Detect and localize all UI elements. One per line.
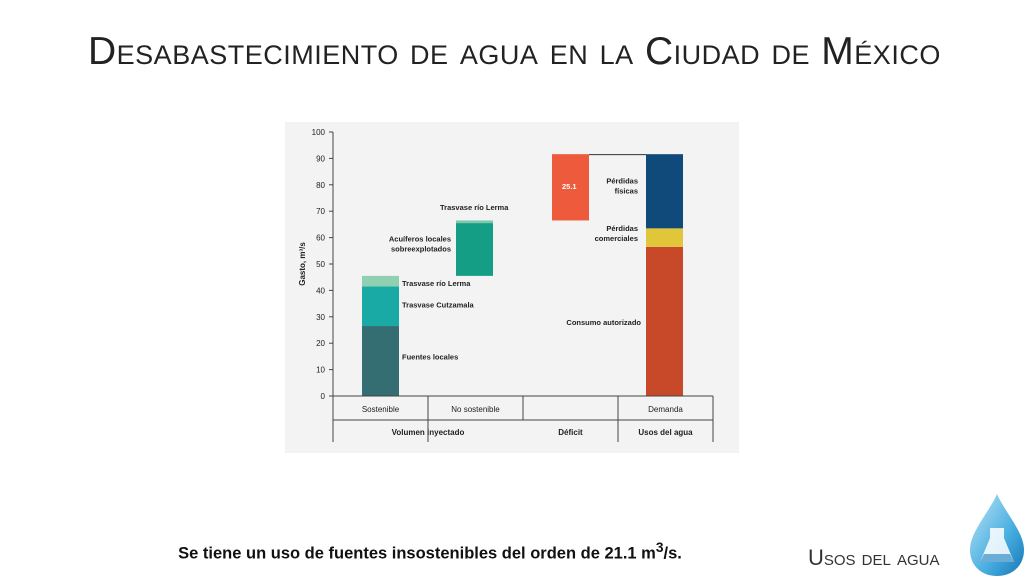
bar-sostenible-trasvase-rio-lerma (362, 275, 399, 287)
caption-superscript: 3 (655, 540, 664, 555)
caption-text: Se tiene un uso de fuentes insostenibles… (178, 544, 656, 563)
bar-demanda-perdidas-fisicas (646, 154, 683, 229)
y-axis-title: Gasto, m³/s (298, 242, 307, 286)
y-tick-label-100: 100 (312, 128, 326, 137)
category-label-no-sostenible: No sostenible (451, 405, 500, 414)
label-trasvase-cutzamala: Trasvase Cutzamala (402, 301, 475, 310)
waterfall-chart: 0 10 20 30 40 50 60 70 80 90 100 Gasto, m³/s Sosteni… (298, 128, 714, 442)
bar-sostenible-trasvase-cutzamala (362, 286, 399, 327)
water-drop-flask-icon (970, 494, 1024, 576)
bar-deficit-25-1 (552, 154, 589, 221)
label-perdidas-comerciales: Pérdidas comerciales (595, 224, 638, 243)
y-tick-label-20: 20 (316, 339, 325, 348)
label-perdidas-fisicas: Pérdidas físicas (606, 176, 638, 195)
bar-no-sostenible-acuiferos-locales-sobreexplotados (456, 223, 493, 276)
y-tick-label-90: 90 (316, 154, 325, 163)
slide-title: Desabastecimiento de agua en la Ciudad d… (88, 30, 941, 73)
category-label-sostenible: Sostenible (362, 405, 400, 414)
chart-panel: 0 10 20 30 40 50 60 70 80 90 100 Gasto, m³/s Sosteni… (285, 122, 739, 453)
bar-sostenible-fuentes-locales (362, 326, 399, 396)
group-label-deficit: Déficit (558, 428, 583, 437)
chart-segments (362, 154, 683, 396)
y-tick-label-30: 30 (316, 313, 325, 322)
bar-no-sostenible-trasvase-rio-lerma (456, 220, 493, 224)
caption-unit-end: /s. (663, 544, 682, 563)
label-trasvase-rio-lerma-no-sostenible: Trasvase río Lerma (440, 203, 509, 212)
group-label-volumen-inyectado: Volumen inyectado (392, 428, 465, 437)
label-fuentes-locales: Fuentes locales (402, 353, 458, 362)
bar-demanda-consumo-autorizado (646, 246, 683, 396)
section-label: Usos del agua (808, 545, 940, 570)
y-tick-label-0: 0 (321, 392, 326, 401)
group-label-usos-del-agua: Usos del agua (638, 428, 693, 437)
y-tick-label-40: 40 (316, 286, 325, 295)
y-tick-label-80: 80 (316, 181, 325, 190)
slide-caption: Se tiene un uso de fuentes insostenibles… (0, 540, 860, 564)
bar-demanda-perdidas-comerciales (646, 228, 683, 247)
chart-axes: 0 10 20 30 40 50 60 70 80 90 100 Gasto, m³/s Sosteni… (298, 128, 714, 442)
category-label-demanda: Demanda (648, 405, 683, 414)
chart-segment-labels: Fuentes locales Trasvase Cutzamala Trasvas… (389, 176, 642, 361)
label-acuiferos-locales: Acuíferos locales sobreexplotados (389, 235, 451, 254)
y-tick-label-60: 60 (316, 234, 325, 243)
y-tick-label-10: 10 (316, 366, 325, 375)
label-trasvase-rio-lerma-sostenible: Trasvase río Lerma (402, 279, 471, 288)
y-tick-label-50: 50 (316, 260, 325, 269)
label-deficit-value: 25.1 (562, 182, 577, 191)
label-consumo-autorizado: Consumo autorizado (566, 318, 641, 327)
y-tick-label-70: 70 (316, 207, 325, 216)
